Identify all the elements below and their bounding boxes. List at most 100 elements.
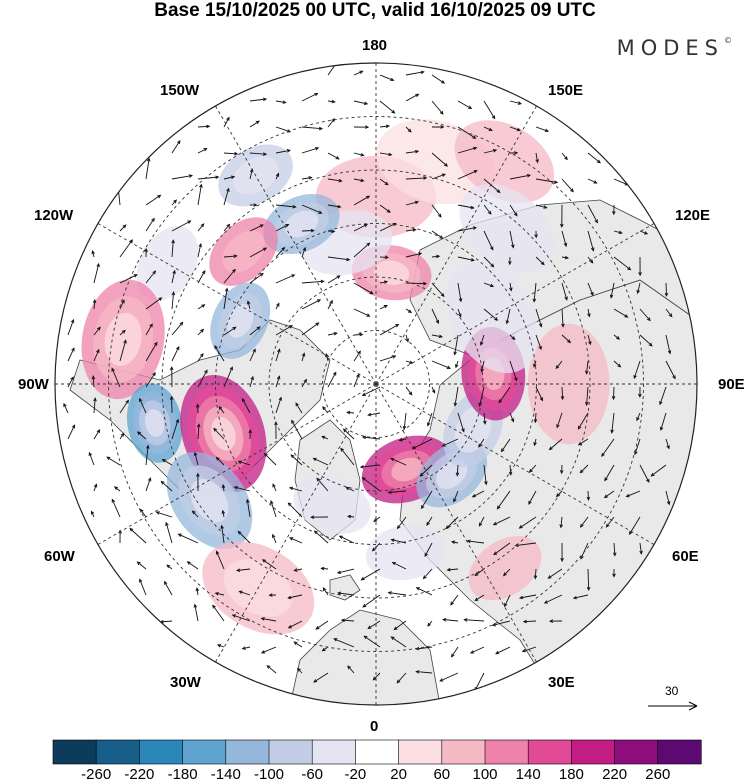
wind-arrow: [579, 516, 589, 528]
wind-arrow: [353, 195, 371, 206]
wind-arrow: [390, 457, 407, 466]
wind-arrow: [367, 620, 381, 630]
map-title: Base 15/10/2025 00 UTC, valid 16/10/2025…: [154, 0, 596, 21]
wind-arrow: [312, 457, 329, 466]
anomaly-patch: [391, 457, 423, 482]
colorbar-swatch: [52, 739, 97, 765]
colorbar-tick-label: 260: [645, 766, 671, 783]
wind-arrow: [327, 229, 336, 234]
wind-arrow: [301, 92, 319, 102]
wind-arrow: [509, 412, 515, 423]
wind-arrow: [197, 353, 204, 362]
wind-arrow: [327, 99, 336, 104]
wind-arrow: [301, 204, 323, 214]
wind-arrow: [405, 200, 420, 206]
wind-arrow: [509, 360, 518, 382]
colorbar-swatch: [355, 739, 400, 765]
wind-arrow: [415, 587, 433, 596]
wind-arrow: [275, 204, 297, 209]
wind-arrow: [625, 490, 641, 498]
lon-label-120e: 120E: [675, 207, 711, 224]
wind-arrow: [455, 464, 460, 477]
wind-arrow: [373, 516, 381, 523]
lon-label-150w: 150W: [160, 82, 200, 99]
wind-arrow: [534, 230, 538, 239]
wind-arrow: [463, 618, 485, 622]
wind-arrow: [310, 515, 329, 520]
wind-arrow: [171, 269, 176, 284]
wind-arrow: [197, 328, 205, 336]
wind-arrow: [483, 178, 501, 194]
wind-arrow: [337, 591, 355, 596]
wind-arrow: [579, 464, 589, 474]
wind-arrow: [611, 386, 616, 401]
lon-label-150e: 150E: [548, 82, 584, 99]
wind-arrow: [453, 490, 459, 503]
wind-arrow: [605, 516, 615, 528]
wind-arrow: [235, 568, 251, 573]
wind-arrow: [533, 438, 537, 447]
wind-arrow: [372, 672, 381, 681]
wind-arrow: [664, 282, 669, 297]
anomaly-patch: [190, 479, 229, 523]
wind-arrow: [577, 412, 589, 430]
wind-arrow: [171, 418, 180, 440]
wind-arrow: [353, 282, 374, 295]
colorbar-swatch: [657, 739, 702, 765]
colorbar-tick-label: 140: [515, 766, 541, 783]
wind-arrow: [483, 412, 487, 425]
wind-arrow: [214, 344, 225, 362]
wind-arrow: [518, 594, 537, 600]
wind-arrow: [223, 268, 236, 284]
wind-arrow: [457, 100, 473, 110]
wind-arrow: [119, 224, 127, 232]
wind-arrow: [405, 308, 413, 313]
wind-arrow: [67, 424, 76, 440]
wind-arrow: [560, 542, 564, 563]
wind-arrow: [346, 514, 355, 519]
wind-arrow: [492, 516, 511, 526]
wind-arrow: [431, 74, 446, 84]
latitude-circle: [108, 116, 644, 652]
wind-arrow: [321, 646, 329, 652]
wind-arrow: [171, 220, 192, 232]
wind-arrow: [275, 172, 280, 180]
colorbar-swatch: [441, 739, 486, 765]
wind-arrow: [387, 591, 407, 596]
wind-arrow: [139, 508, 147, 518]
wind-arrow: [145, 341, 158, 362]
wind-arrow: [223, 187, 230, 206]
wind-arrow: [327, 204, 342, 209]
anomaly-patch: [459, 184, 554, 273]
wind-arrow: [353, 308, 371, 317]
wind-arrow: [379, 355, 397, 362]
brand-mark: ©: [724, 36, 732, 45]
colorbar-tick-label: -260: [81, 766, 112, 783]
wind-arrow: [333, 638, 355, 648]
wind-arrow: [561, 178, 574, 193]
wind-arrow: [221, 509, 226, 518]
colorbar-tick-label: -180: [167, 766, 198, 783]
wind-arrow: [327, 256, 351, 262]
wind-arrow: [315, 620, 329, 630]
wind-arrow: [248, 428, 253, 440]
wind-arrow: [509, 282, 513, 292]
wind-arrow: [177, 533, 199, 544]
wind-arrow: [379, 74, 395, 82]
wind-arrow: [119, 239, 133, 258]
wind-arrow: [396, 516, 407, 530]
wind-arrow: [272, 483, 277, 492]
wind-arrow: [586, 490, 591, 501]
wind-arrow: [665, 334, 672, 355]
wind-arrow: [171, 239, 175, 258]
wind-arrow: [171, 199, 177, 206]
wind-arrow: [275, 375, 281, 388]
wind-arrow: [612, 569, 616, 578]
wind-arrow: [451, 646, 459, 658]
wind-arrow: [495, 646, 511, 655]
wind-arrow: [431, 360, 451, 369]
wind-arrow: [561, 255, 570, 260]
wind-arrow: [249, 97, 268, 102]
wind-arrow: [405, 126, 412, 133]
wind-arrow: [289, 486, 303, 492]
